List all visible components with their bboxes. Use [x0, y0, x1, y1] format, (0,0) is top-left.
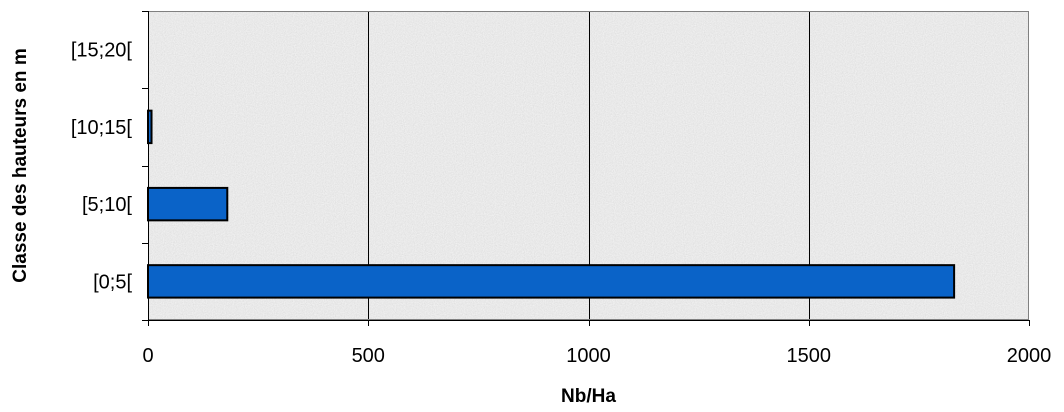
x-axis: 0 500 1000 1500 2000: [142, 320, 1051, 367]
x-tick-label: 500: [352, 345, 385, 367]
x-tick-label: 1500: [787, 345, 832, 367]
y-tick-label: [10;15[: [71, 117, 133, 139]
bars: [147, 109, 956, 299]
y-tick-label: [0;5[: [93, 271, 132, 293]
x-tick-label: 1000: [566, 345, 611, 367]
x-tick-label: 0: [142, 345, 153, 367]
y-axis: [0;5[ [5;10[ [10;15[ [15;20[: [71, 11, 149, 321]
x-tick-label: 2000: [1007, 345, 1052, 367]
plot-area: [147, 11, 1029, 320]
y-tick-label: [15;20[: [71, 40, 133, 62]
x-axis-title: Nb/Ha: [561, 386, 616, 407]
bar-1: [147, 264, 956, 299]
bar-2: [147, 186, 229, 222]
y-axis-title: Classe des hauteurs en m: [10, 48, 31, 282]
y-tick-label: [5;10[: [82, 194, 132, 216]
